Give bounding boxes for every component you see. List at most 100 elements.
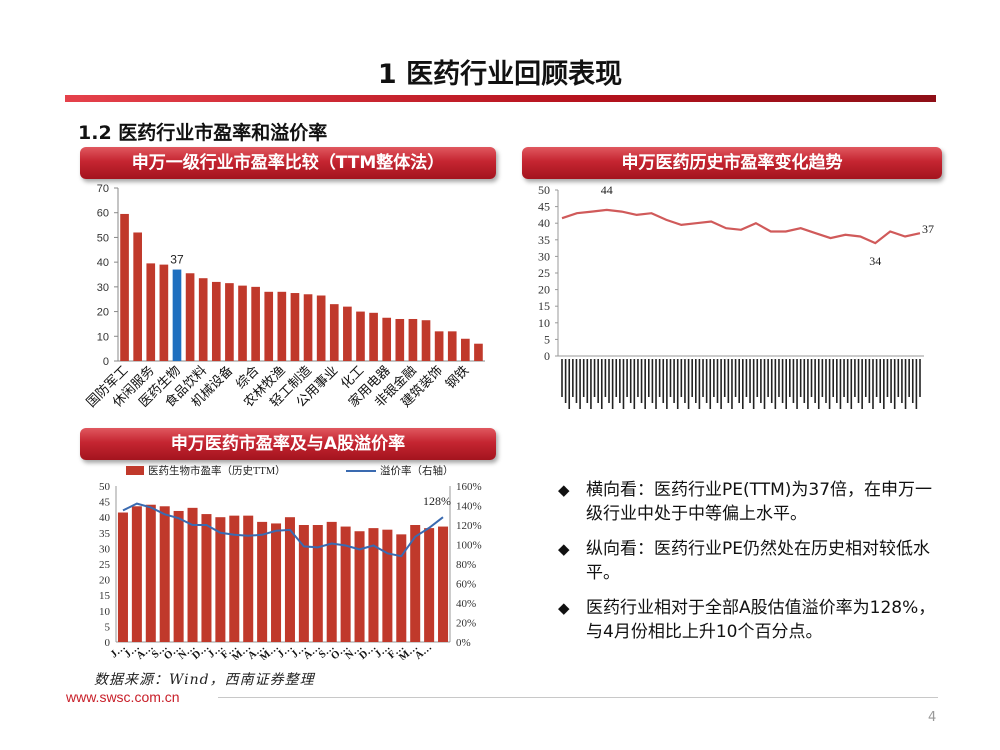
industry-pe-chart: 010203040506070国防军工休闲服务医药生物食品饮料机械设备综合农林牧… — [83, 183, 485, 411]
y-tick-label: 15 — [538, 299, 550, 313]
left-tick-label: 5 — [105, 621, 111, 633]
bar-22 — [408, 318, 418, 361]
category-label: 钢铁 — [443, 363, 472, 392]
diamond-bullet-icon: ◆ — [558, 599, 570, 617]
footer-rule — [218, 697, 938, 698]
y-tick-label: 0 — [103, 356, 109, 368]
y-tick-label: 10 — [97, 331, 109, 343]
source-note: 数据来源：Wind，西南证券整理 — [94, 672, 315, 688]
y-tick-label: 70 — [97, 183, 109, 195]
bar-5 — [185, 273, 195, 361]
premium-bar-16 — [340, 526, 351, 642]
premium-bar-8 — [229, 515, 240, 642]
bar-4 — [172, 269, 182, 361]
title-rule — [65, 95, 936, 102]
right-tick-label: 20% — [456, 618, 476, 630]
y-tick-label: 50 — [97, 232, 109, 244]
y-tick-label: 40 — [97, 257, 109, 269]
bar-2 — [146, 263, 156, 361]
premium-bar-19 — [382, 529, 393, 642]
diamond-bullet-icon: ◆ — [558, 481, 570, 499]
y-tick-label: 50 — [538, 183, 550, 197]
bar-9 — [238, 285, 247, 361]
bar-0 — [120, 213, 129, 361]
bar-12 — [277, 291, 287, 361]
y-tick-label: 60 — [97, 208, 109, 220]
premium-bar-23 — [438, 526, 449, 642]
premium-bar-5 — [187, 507, 198, 642]
bar-7 — [211, 281, 221, 361]
banner-history-pe: 申万医药历史市盈率变化趋势 — [522, 147, 942, 179]
month-label: A… — [413, 642, 434, 660]
left-tick-label: 25 — [99, 559, 111, 571]
left-tick-label: 15 — [99, 590, 111, 602]
premium-bar-22 — [424, 528, 435, 642]
y-tick-label: 0 — [544, 349, 550, 363]
premium-annotation: 128% — [423, 494, 451, 508]
premium-bar-21 — [410, 525, 421, 642]
premium-chart: 医药生物市盈率（历史TTM） 溢价率（右轴） 0 5 10 15 20 25 30 35 40 45 5… — [99, 464, 482, 660]
premium-bar-15 — [326, 521, 337, 642]
left-tick-label: 0 — [105, 637, 111, 649]
premium-bar-12 — [284, 517, 295, 642]
bullet-text: 横向看：医药行业PE(TTM)为37倍，在申万一级行业中处于中等偏上水平。 — [586, 480, 933, 524]
bar-20 — [382, 317, 392, 361]
history-pe-chart: 0 5 10 15 20 25 30 35 40 45 50 44 34 37 — [538, 183, 934, 409]
left-tick-label: 30 — [99, 543, 111, 555]
bullet-item: ◆ 横向看：医药行业PE(TTM)为37倍，在申万一级行业中处于中等偏上水平。 — [556, 478, 946, 526]
bar-1 — [133, 232, 142, 361]
y-tick-label: 35 — [538, 233, 550, 247]
bullet-item: ◆ 纵向看：医药行业PE仍然处在历史相对较低水平。 — [556, 537, 946, 585]
premium-bar-7 — [215, 517, 226, 642]
left-tick-label: 40 — [99, 512, 111, 524]
highlight-value-label: 37 — [170, 253, 184, 267]
left-tick-label: 45 — [99, 497, 111, 509]
premium-bar-11 — [271, 523, 282, 642]
right-tick-label: 100% — [456, 540, 482, 552]
bar-18 — [356, 311, 365, 361]
premium-bar-4 — [173, 510, 184, 642]
bullet-text: 医药行业相对于全部A股估值溢价率为128%，与4月份相比上升10个百分点。 — [586, 598, 936, 642]
bar-10 — [251, 286, 260, 361]
bar-14 — [303, 294, 313, 361]
bullet-item: ◆ 医药行业相对于全部A股估值溢价率为128%，与4月份相比上升10个百分点。 — [556, 596, 946, 644]
banner-industry-pe: 申万一级行业市盈率比较（TTM整体法） — [80, 147, 496, 179]
premium-bar-1 — [131, 506, 142, 642]
left-tick-label: 20 — [99, 575, 111, 587]
annotation-label: 37 — [922, 222, 934, 236]
left-tick-label: 35 — [99, 528, 111, 540]
bar-19 — [369, 312, 378, 361]
page-number: 4 — [928, 710, 937, 725]
right-tick-label: 0% — [456, 637, 471, 649]
left-tick-label: 50 — [99, 481, 111, 493]
premium-bar-17 — [354, 531, 365, 642]
bar-11 — [264, 291, 274, 361]
y-tick-label: 30 — [97, 282, 109, 294]
premium-line — [122, 502, 444, 558]
y-tick-label: 5 — [544, 332, 550, 346]
pe-history-line — [561, 208, 921, 245]
left-tick-label: 10 — [99, 606, 111, 618]
bar-13 — [290, 293, 300, 361]
premium-bar-6 — [201, 514, 212, 642]
premium-bar-2 — [145, 504, 156, 642]
annotation-label: 34 — [869, 254, 881, 268]
y-tick-label: 25 — [538, 266, 550, 280]
bar-26 — [461, 338, 470, 361]
y-tick-label: 20 — [97, 307, 109, 319]
bar-21 — [395, 318, 405, 361]
y-tick-label: 20 — [538, 283, 550, 297]
legend-bar-label: 医药生物市盈率（历史TTM） — [148, 464, 286, 477]
bar-16 — [329, 304, 339, 361]
legend-line-label: 溢价率（右轴） — [380, 464, 454, 477]
bullet-list: ◆ 横向看：医药行业PE(TTM)为37倍，在申万一级行业中处于中等偏上水平。 … — [556, 478, 946, 655]
bar-23 — [421, 320, 431, 361]
section-heading: 1.2 医药行业市盈率和溢价率 — [78, 122, 328, 144]
page-title: 1 医药行业回顾表现 — [377, 59, 623, 90]
right-tick-label: 40% — [456, 598, 476, 610]
website-link[interactable]: www.swsc.com.cn — [66, 689, 180, 705]
right-tick-label: 60% — [456, 579, 476, 591]
annotation-label: 44 — [601, 183, 613, 197]
y-tick-label: 30 — [538, 249, 550, 263]
premium-bar-9 — [243, 515, 254, 642]
